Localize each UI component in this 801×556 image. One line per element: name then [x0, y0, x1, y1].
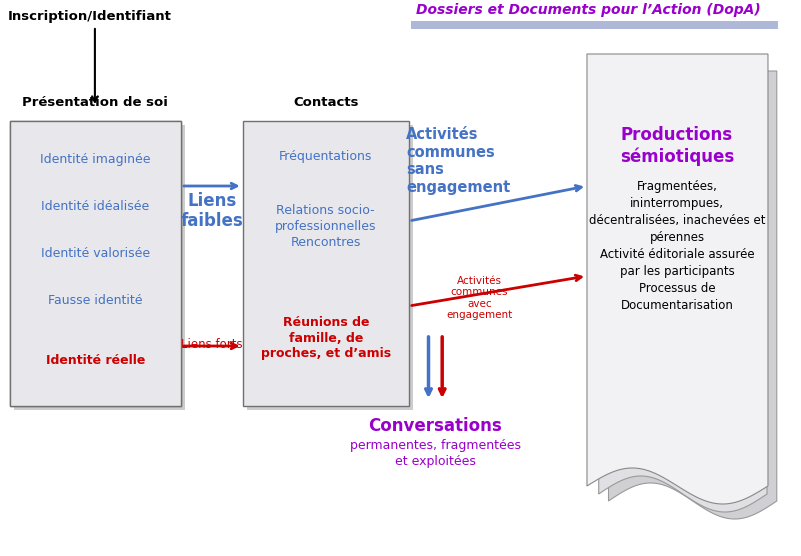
- Text: permanentes, fragmentées
et exploitées: permanentes, fragmentées et exploitées: [350, 439, 521, 468]
- Text: Fragmentées,
ininterrompues,
décentralisées, inachevées et
pérennes
Activité édi: Fragmentées, ininterrompues, décentralis…: [589, 180, 765, 312]
- Text: Inscription/Identifiant: Inscription/Identifiant: [8, 9, 171, 22]
- Polygon shape: [609, 71, 777, 519]
- Text: Activités
communes
sans
engagement: Activités communes sans engagement: [406, 127, 510, 195]
- Text: Identité réelle: Identité réelle: [46, 355, 145, 368]
- FancyBboxPatch shape: [243, 121, 409, 406]
- Text: Dossiers et Documents pour l’Action (DopA): Dossiers et Documents pour l’Action (Dop…: [416, 3, 760, 17]
- Text: Réunions de
famille, de
proches, et d’amis: Réunions de famille, de proches, et d’am…: [260, 315, 391, 360]
- FancyBboxPatch shape: [10, 121, 181, 406]
- Text: Fausse identité: Fausse identité: [48, 295, 143, 307]
- Text: Conversations: Conversations: [368, 417, 502, 435]
- Text: Fréquentations: Fréquentations: [279, 150, 372, 162]
- Text: Liens forts: Liens forts: [181, 337, 243, 350]
- Text: Présentation de soi: Présentation de soi: [22, 96, 168, 109]
- Polygon shape: [598, 64, 767, 512]
- Text: Activités
communes
avec
engagement: Activités communes avec engagement: [446, 276, 513, 320]
- Text: Identité valorisée: Identité valorisée: [41, 246, 150, 260]
- Text: Relations socio-
professionnelles
Rencontres: Relations socio- professionnelles Rencon…: [275, 203, 376, 249]
- FancyBboxPatch shape: [411, 21, 778, 29]
- FancyBboxPatch shape: [14, 125, 185, 410]
- Polygon shape: [587, 54, 768, 504]
- Text: Contacts: Contacts: [293, 96, 359, 109]
- Text: Productions
sémiotiques: Productions sémiotiques: [620, 126, 734, 166]
- FancyBboxPatch shape: [10, 121, 181, 406]
- FancyBboxPatch shape: [247, 125, 413, 410]
- Text: Liens
faibles: Liens faibles: [180, 192, 244, 230]
- Text: Identité imaginée: Identité imaginée: [40, 152, 151, 166]
- Text: Identité idéalisée: Identité idéalisée: [42, 200, 150, 212]
